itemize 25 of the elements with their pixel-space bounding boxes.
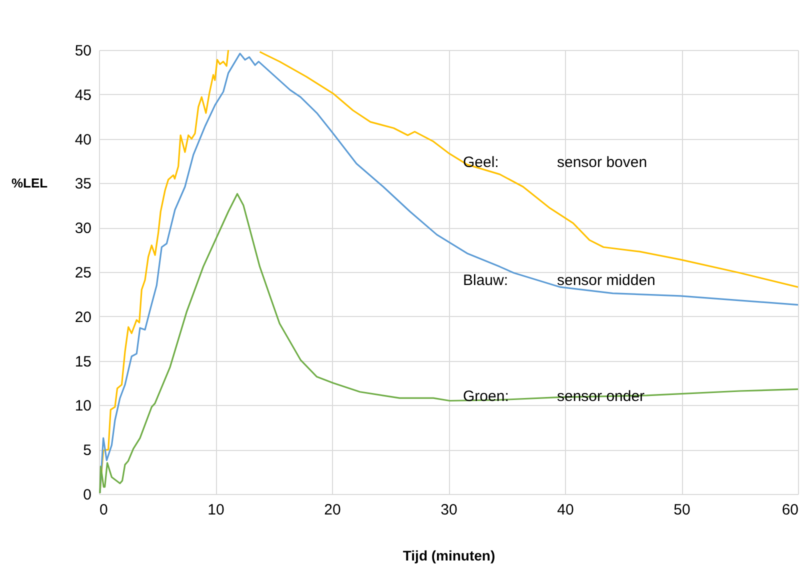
y-tick-label: 35 (74, 176, 92, 193)
x-tick-label: 0 (100, 502, 108, 518)
line-series (99, 193, 798, 494)
annotation: sensor boven (557, 154, 648, 171)
annotation: Geel: (463, 154, 499, 171)
y-tick-label: 30 (74, 220, 92, 238)
y-tick-label: 15 (74, 353, 92, 370)
x-tick-label: 50 (674, 502, 690, 518)
annotation: Blauw: (463, 272, 508, 289)
annotation: sensor midden (557, 272, 656, 289)
y-axis-title: %LEL (12, 176, 48, 190)
y-tick-label: 5 (83, 442, 92, 460)
x-axis-title: Tijd (minuten) (402, 548, 496, 564)
y-tick-label: 10 (74, 398, 92, 415)
x-tick-label: 10 (208, 502, 224, 518)
y-tick-label: 20 (74, 308, 92, 326)
y-tick-label: 40 (74, 131, 92, 148)
y-tick-label: 0 (83, 486, 92, 504)
x-tick-label: 40 (557, 502, 574, 518)
y-tick-label: 25 (74, 264, 92, 282)
y-tick-label: 45 (74, 86, 92, 104)
x-tick-label: 30 (440, 502, 458, 518)
x-tick-label: 20 (324, 502, 341, 518)
x-tick-label: 60 (782, 502, 798, 518)
y-tick-label: 50 (74, 42, 92, 60)
